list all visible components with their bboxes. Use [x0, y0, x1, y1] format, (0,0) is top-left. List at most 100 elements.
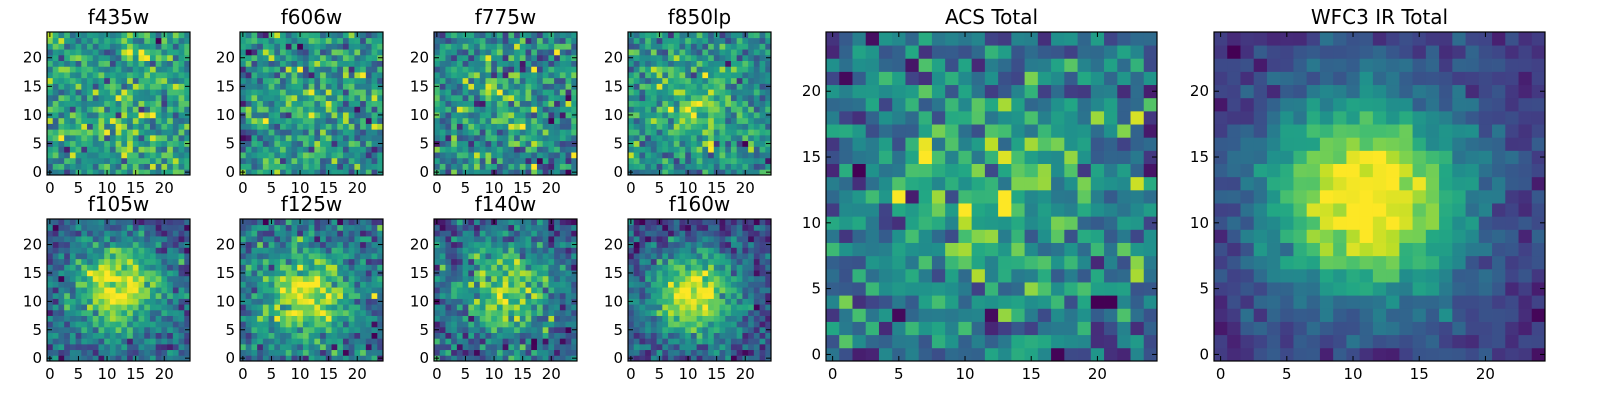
- heatmap-cell: [685, 281, 692, 288]
- heatmap-cell: [178, 224, 185, 231]
- heatmap-cell: [514, 309, 521, 316]
- heatmap-cell: [456, 94, 463, 102]
- heatmap-cell: [462, 43, 469, 50]
- heatmap-cell: [245, 253, 252, 260]
- heatmap-cell: [748, 83, 755, 90]
- heatmap-cell: [645, 326, 652, 333]
- heatmap-cell: [348, 129, 355, 136]
- heatmap-cell: [121, 275, 128, 282]
- heatmap-cell: [92, 140, 99, 147]
- heatmap-cell: [127, 100, 134, 107]
- y-tick-label: 10: [23, 292, 42, 310]
- heatmap-cell: [439, 258, 446, 265]
- heatmap-cell: [245, 315, 252, 322]
- heatmap-cell: [439, 321, 446, 328]
- heatmap-cell: [708, 338, 715, 345]
- heatmap-cell: [104, 298, 111, 305]
- heatmap-cell: [262, 258, 269, 265]
- heatmap-cell: [536, 112, 544, 119]
- heatmap-cell: [439, 292, 446, 299]
- heatmap-cell: [451, 89, 458, 96]
- heatmap-cell: [719, 94, 726, 102]
- heatmap-cell: [127, 123, 134, 130]
- heatmap-cell: [302, 123, 310, 130]
- heatmap-cell: [685, 94, 692, 102]
- heatmap-cell: [730, 355, 738, 362]
- heatmap-cell: [673, 298, 680, 305]
- heatmap-cell: [81, 112, 88, 119]
- heatmap-cell: [331, 355, 338, 362]
- heatmap-cell: [377, 236, 384, 243]
- heatmap-cell: [702, 140, 709, 147]
- heatmap-cell: [280, 338, 287, 345]
- heatmap-cell: [251, 112, 258, 119]
- heatmap-cell: [285, 236, 292, 243]
- heatmap-cell: [673, 134, 680, 142]
- heatmap-cell: [285, 89, 292, 96]
- heatmap-cell: [127, 49, 134, 56]
- heatmap-cell: [285, 281, 292, 288]
- heatmap-cell: [104, 321, 111, 328]
- heatmap-cell: [184, 60, 191, 67]
- heatmap-cell: [314, 281, 321, 288]
- heatmap-cell: [92, 349, 99, 356]
- heatmap-cell: [92, 343, 99, 351]
- heatmap-cell: [291, 146, 298, 153]
- heatmap-cell: [474, 309, 481, 316]
- heatmap-cell: [144, 60, 151, 67]
- heatmap-cell: [92, 129, 99, 136]
- heatmap-cell: [662, 123, 669, 130]
- heatmap-cell: [308, 326, 315, 333]
- heatmap-cell: [285, 304, 292, 311]
- heatmap-cell: [365, 169, 372, 176]
- heatmap-cell: [496, 343, 504, 351]
- heatmap-cell: [736, 157, 743, 164]
- heatmap-cell: [121, 304, 128, 311]
- heatmap-cell: [138, 157, 145, 164]
- heatmap-cell: [149, 140, 157, 147]
- heatmap-cell: [348, 106, 355, 113]
- heatmap-cell: [144, 349, 151, 356]
- heatmap-cell: [696, 100, 703, 107]
- heatmap-cell: [445, 134, 452, 142]
- heatmap-cell: [178, 94, 185, 102]
- heatmap-cell: [331, 224, 338, 231]
- heatmap-cell: [685, 60, 692, 67]
- heatmap-cell: [679, 129, 686, 136]
- heatmap-cell: [736, 43, 743, 50]
- heatmap-cell: [502, 60, 509, 67]
- heatmap-cell: [121, 247, 128, 254]
- heatmap-cell: [508, 355, 515, 362]
- heatmap-cell: [58, 275, 65, 282]
- heatmap-cell: [262, 77, 269, 84]
- heatmap-cell: [519, 163, 526, 170]
- heatmap-cell: [434, 100, 441, 107]
- heatmap-cell: [456, 247, 463, 254]
- heatmap-cell: [656, 49, 663, 56]
- heatmap-cell: [439, 163, 446, 170]
- heatmap-cell: [753, 129, 760, 136]
- heatmap-cell: [508, 112, 515, 119]
- heatmap-cell: [325, 72, 332, 79]
- heatmap-cell: [365, 241, 372, 248]
- heatmap-cell: [75, 309, 82, 316]
- heatmap-cell: [161, 89, 168, 96]
- heatmap-cell: [456, 77, 463, 84]
- heatmap-cell: [331, 117, 338, 124]
- heatmap-cell: [58, 100, 65, 107]
- heatmap-cell: [451, 247, 458, 254]
- heatmap-cell: [708, 94, 715, 102]
- heatmap-cell: [360, 129, 367, 136]
- heatmap-cell: [262, 49, 269, 56]
- heatmap-cell: [502, 49, 509, 56]
- heatmap-cell: [662, 270, 669, 277]
- heatmap-cell: [47, 315, 54, 322]
- heatmap-cell: [64, 146, 71, 153]
- heatmap-cell: [64, 43, 71, 50]
- heatmap-cell: [245, 287, 252, 294]
- heatmap-cell: [285, 134, 292, 142]
- heatmap-cell: [748, 49, 755, 56]
- heatmap-cell: [496, 281, 504, 288]
- heatmap-cell: [439, 60, 446, 67]
- heatmap-cell: [519, 112, 526, 119]
